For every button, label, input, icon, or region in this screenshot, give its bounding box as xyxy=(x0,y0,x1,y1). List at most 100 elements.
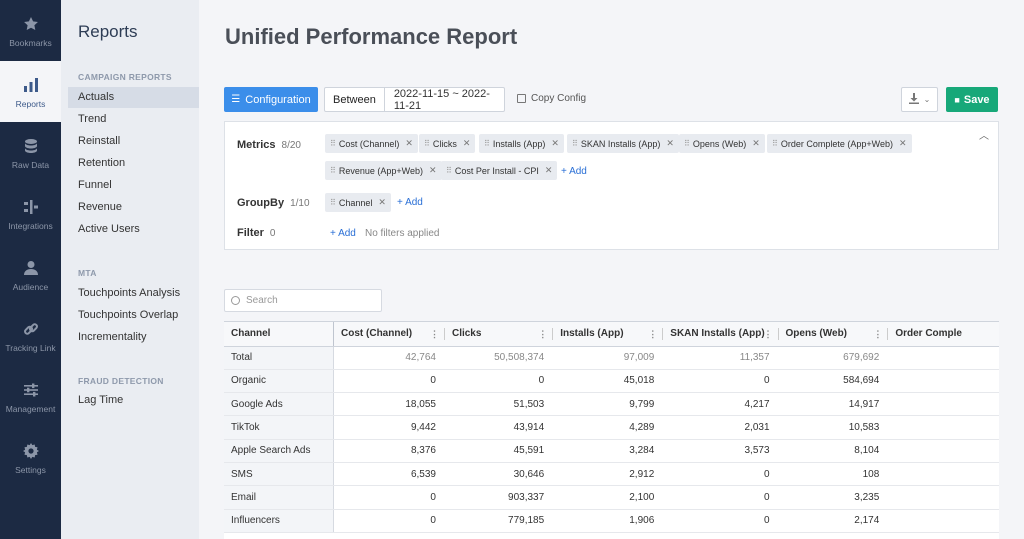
drag-handle-icon[interactable]: ⠿ xyxy=(330,198,336,207)
metric-chip[interactable]: ⠿ Cost (Channel) ✕ xyxy=(325,134,418,153)
column-header[interactable]: Opens (Web) ⋮ xyxy=(778,322,889,347)
copy-config-button[interactable]: Copy Config xyxy=(517,93,586,104)
groupby-chip[interactable]: ⠿ Channel ✕ xyxy=(325,193,391,212)
nav-item-touchpoints-overlap[interactable]: Touchpoints Overlap xyxy=(78,309,179,321)
nav-item-incrementality[interactable]: Incrementality xyxy=(78,331,147,343)
table-cell: 6,539 xyxy=(333,462,445,487)
close-icon[interactable]: ✕ xyxy=(429,165,437,175)
rail-label: Integrations xyxy=(8,220,53,231)
add-metric-link[interactable]: + Add xyxy=(561,166,587,177)
rail-item-audience[interactable]: Audience xyxy=(0,244,61,305)
column-header-label: Opens (Web) xyxy=(785,328,848,340)
column-header-label: Order Comple xyxy=(895,328,962,340)
nav-item-reinstall[interactable]: Reinstall xyxy=(78,135,121,147)
close-icon[interactable]: ✕ xyxy=(666,138,674,148)
table-cell xyxy=(888,462,999,487)
nav-item-revenue[interactable]: Revenue xyxy=(78,201,123,213)
channel-cell: Apple Search Ads xyxy=(224,439,335,463)
table-cell: 11,357 xyxy=(663,346,779,370)
column-menu-icon[interactable]: ⋮ xyxy=(763,329,773,339)
column-menu-icon[interactable]: ⋮ xyxy=(648,329,658,339)
column-header[interactable]: Order Comple xyxy=(888,322,999,347)
close-icon[interactable]: ✕ xyxy=(752,138,760,148)
nav-item-retention[interactable]: Retention xyxy=(78,157,126,169)
column-header[interactable]: Clicks ⋮ xyxy=(444,322,554,347)
nav-item-active-users[interactable]: Active Users xyxy=(78,223,140,235)
column-header[interactable]: SKAN Installs (App) ⋮ xyxy=(663,322,779,347)
rail-item-raw-data[interactable]: Raw Data xyxy=(0,122,61,183)
drag-handle-icon[interactable]: ⠿ xyxy=(572,139,578,148)
close-icon[interactable]: ✕ xyxy=(899,138,907,148)
add-groupby-link[interactable]: + Add xyxy=(397,197,423,208)
metric-chip[interactable]: ⠿ Order Complete (App+Web) ✕ xyxy=(767,134,912,153)
table-cell xyxy=(888,415,999,440)
rail-item-management[interactable]: Management xyxy=(0,366,61,427)
table-cell: 18,055 xyxy=(333,392,445,417)
metric-chip[interactable]: ⠿ Clicks ✕ xyxy=(419,134,476,153)
configuration-button[interactable]: ☰ Configuration xyxy=(224,87,318,112)
drag-handle-icon[interactable]: ⠿ xyxy=(330,166,336,175)
drag-handle-icon[interactable]: ⠿ xyxy=(446,166,452,175)
search-input[interactable] xyxy=(246,295,376,306)
rail-label: Tracking Link xyxy=(5,342,56,353)
gear-icon xyxy=(21,441,41,461)
search-icon xyxy=(231,296,240,305)
column-menu-icon[interactable]: ⋮ xyxy=(429,329,439,339)
nav-item-touchpoints-analysis[interactable]: Touchpoints Analysis xyxy=(78,287,181,299)
column-header[interactable]: Channel xyxy=(224,322,335,347)
drag-handle-icon[interactable]: ⠿ xyxy=(484,139,490,148)
download-button[interactable]: ⌄ xyxy=(901,87,938,112)
add-filter-link[interactable]: + Add xyxy=(330,228,356,239)
metric-chip[interactable]: ⠿ Cost Per Install - CPI ✕ xyxy=(441,161,558,180)
chevron-up-icon[interactable]: ︿ xyxy=(979,131,989,142)
page-title: Unified Performance Report xyxy=(225,24,518,49)
nav-item-actuals[interactable]: Actuals xyxy=(68,87,199,108)
metric-chip[interactable]: ⠿ Opens (Web) ✕ xyxy=(679,134,765,153)
rail-item-integrations[interactable]: Integrations xyxy=(0,183,61,244)
channel-cell: TikTok xyxy=(224,415,335,440)
nav-title: Reports xyxy=(78,22,138,41)
metrics-label: Metrics xyxy=(237,139,276,151)
drag-handle-icon[interactable]: ⠿ xyxy=(424,139,430,148)
table-cell: 97,009 xyxy=(553,346,664,370)
table-cell: 0 xyxy=(333,509,445,533)
save-button[interactable]: ■ Save xyxy=(946,87,998,112)
nav-item-funnel[interactable]: Funnel xyxy=(78,179,112,191)
close-icon[interactable]: ✕ xyxy=(462,138,471,148)
table-cell: 4,289 xyxy=(553,415,664,440)
rail-item-settings[interactable]: Settings xyxy=(0,427,61,488)
column-menu-icon[interactable]: ⋮ xyxy=(873,329,883,339)
close-icon[interactable]: ✕ xyxy=(405,138,413,148)
table-cell: 0 xyxy=(663,462,779,487)
table-cell: 30,646 xyxy=(444,462,554,487)
rail-item-reports[interactable]: Reports xyxy=(0,61,61,122)
close-icon[interactable]: ✕ xyxy=(544,165,553,175)
table-cell: 2,100 xyxy=(553,485,664,510)
date-range-picker[interactable]: Between 2022-11-15 ~ 2022-11-21 xyxy=(324,87,505,112)
column-menu-icon[interactable]: ⋮ xyxy=(538,329,548,339)
table-cell xyxy=(888,346,999,370)
chip-label: Opens (Web) xyxy=(692,138,747,149)
nav-item-lag-time[interactable]: Lag Time xyxy=(78,394,124,406)
channel-cell: Organic xyxy=(224,369,335,394)
drag-handle-icon[interactable]: ⠿ xyxy=(772,139,778,148)
column-header[interactable]: Cost (Channel) ⋮ xyxy=(333,322,445,347)
metric-chip[interactable]: ⠿ Installs (App) ✕ xyxy=(479,134,564,153)
rail-item-tracking-link[interactable]: Tracking Link xyxy=(0,305,61,366)
metrics-row-label: Metrics 8/20 xyxy=(237,139,301,151)
rail-label: Raw Data xyxy=(11,159,50,170)
drag-handle-icon[interactable]: ⠿ xyxy=(330,139,336,148)
column-header[interactable]: Installs (App) ⋮ xyxy=(553,322,664,347)
table-search[interactable] xyxy=(224,289,382,312)
channel-cell: SMS xyxy=(224,462,335,487)
close-icon[interactable]: ✕ xyxy=(378,197,386,207)
metric-chip[interactable]: ⠿ SKAN Installs (App) ✕ xyxy=(567,134,679,153)
filter-count: 0 xyxy=(269,228,276,239)
drag-handle-icon[interactable]: ⠿ xyxy=(684,139,690,148)
rail-item-bookmarks[interactable]: Bookmarks xyxy=(0,0,61,61)
nav-item-trend[interactable]: Trend xyxy=(78,113,107,125)
star-icon xyxy=(21,14,41,34)
close-icon[interactable]: ✕ xyxy=(551,138,559,148)
column-header-label: Clicks xyxy=(451,328,482,340)
metric-chip[interactable]: ⠿ Revenue (App+Web) ✕ xyxy=(325,161,442,180)
